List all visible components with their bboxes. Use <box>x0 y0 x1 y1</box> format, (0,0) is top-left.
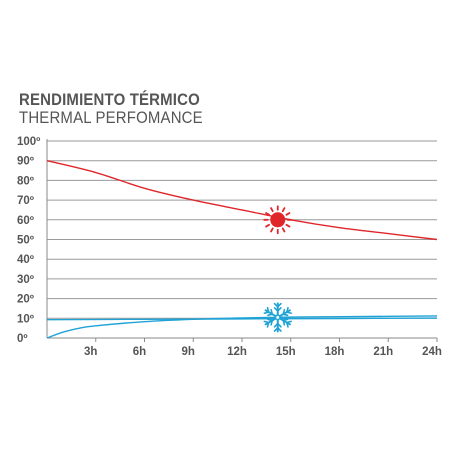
snowflake-branch <box>266 306 270 313</box>
axes <box>46 139 438 342</box>
snowflake-branch <box>286 311 292 315</box>
snowflake-center <box>274 314 281 321</box>
snowflake-branch <box>276 307 282 312</box>
y-tick-label: 70º <box>17 195 34 207</box>
y-tick-label: 40º <box>17 254 34 266</box>
sun-icon-ray <box>285 212 291 216</box>
chart-title: RENDIMIENTO TÉRMICO <box>19 90 200 109</box>
sun-icon-ray <box>281 207 286 213</box>
y-tick-label: 100º <box>17 136 40 148</box>
chart-subtitle: THERMAL PERFOMANCE <box>19 108 203 127</box>
sun-icon <box>263 205 293 235</box>
sun-icon-ray <box>270 227 274 233</box>
x-axis-tick-labels: 3h 6h 9h 12h 15h 18h 21h 24h <box>84 346 442 358</box>
snowflake-branch <box>270 309 274 315</box>
series-lines <box>46 160 438 339</box>
sun-icon-ray <box>265 212 270 216</box>
snowflake-icon <box>263 302 292 333</box>
x-tick-label: 3h <box>84 346 97 358</box>
x-tick-label: 18h <box>325 346 345 358</box>
x-tick-label: 24h <box>422 346 442 358</box>
series-markers <box>263 205 293 333</box>
y-tick-label: 90º <box>17 156 34 168</box>
series-line-3 <box>46 317 438 321</box>
y-tick-label: 60º <box>17 215 34 227</box>
gridlines <box>47 140 437 319</box>
snowflake-branch <box>263 320 270 324</box>
sun-icon-ray <box>281 227 286 233</box>
snowflake-branch <box>282 313 289 317</box>
y-tick-label: 80º <box>17 175 34 187</box>
y-tick-label: 50º <box>17 235 34 247</box>
sun-icon-ray <box>270 207 274 213</box>
sun-icon-core <box>270 212 286 228</box>
sun-icon-ray <box>265 223 270 228</box>
series-line-1 <box>46 160 438 241</box>
snowflake-branch <box>286 321 289 328</box>
x-tick-label: 9h <box>182 346 195 358</box>
snowflake-branch <box>282 319 286 326</box>
y-tick-label: 30º <box>17 274 34 286</box>
snowflake-branch <box>276 302 282 308</box>
x-tick-label: 15h <box>276 346 296 358</box>
snowflake-branch <box>267 318 274 322</box>
y-tick-label: 10º <box>17 313 34 325</box>
y-tick-label: 20º <box>17 294 34 306</box>
x-tick-label: 6h <box>133 346 146 358</box>
snowflake-branch <box>273 327 279 332</box>
y-tick-label: 0º <box>17 333 28 345</box>
sun-icon-ray <box>285 223 291 228</box>
snowflake-branch <box>273 322 279 328</box>
x-tick-label: 12h <box>227 346 247 358</box>
x-tick-label: 21h <box>373 346 393 358</box>
y-axis-tick-labels: 0º 10º 20º 30º 40º 50º 60º 70º 80º 90º 100º <box>17 136 40 345</box>
